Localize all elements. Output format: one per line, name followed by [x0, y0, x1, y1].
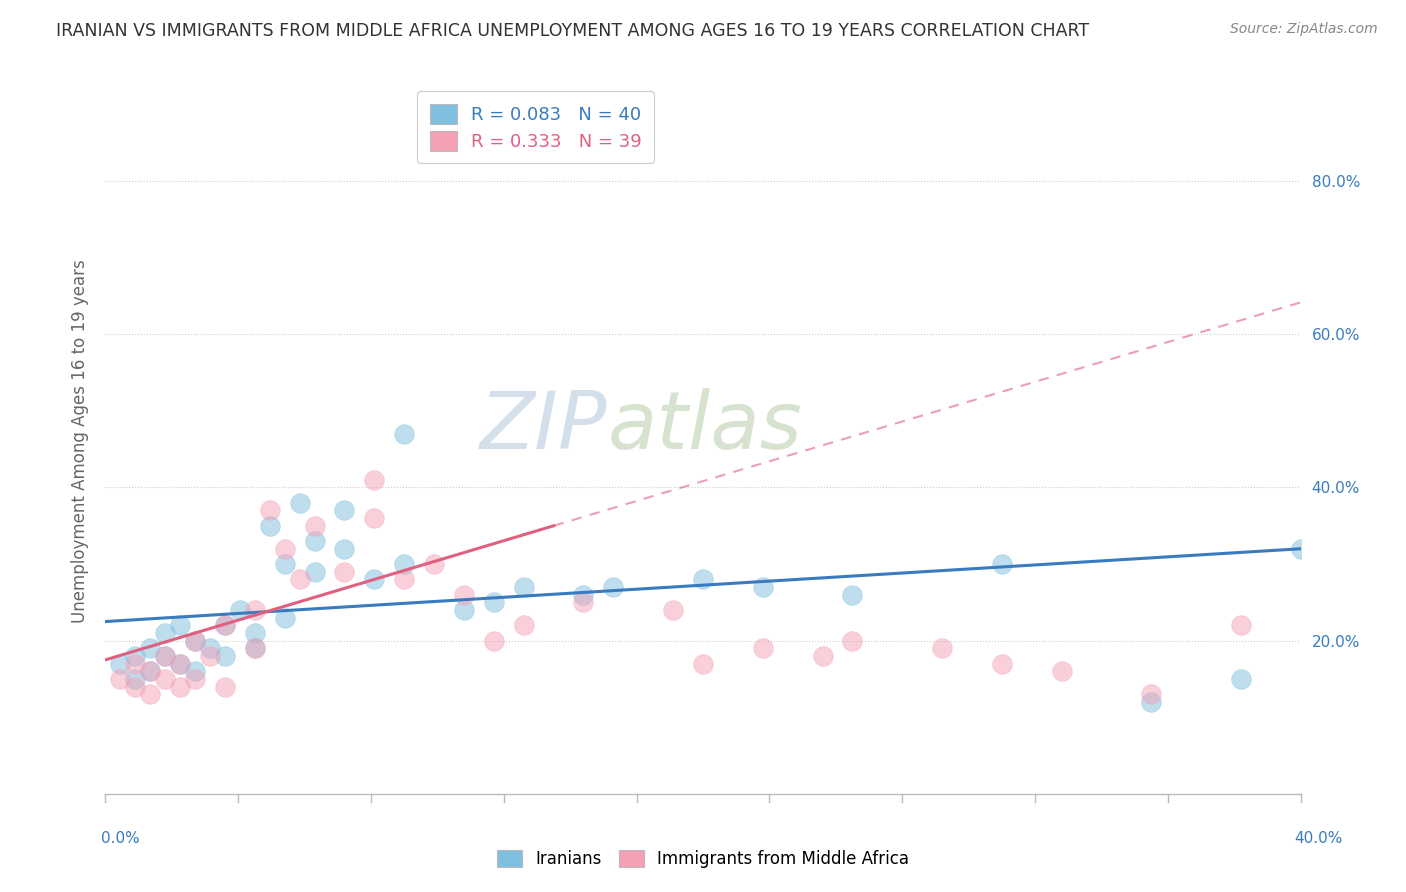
Y-axis label: Unemployment Among Ages 16 to 19 years: Unemployment Among Ages 16 to 19 years: [70, 260, 89, 624]
Point: [931, 641, 953, 656]
Point: [229, 603, 252, 617]
Point: [273, 541, 295, 556]
Point: [333, 565, 356, 579]
Point: [214, 648, 236, 663]
Point: [243, 626, 266, 640]
Point: [214, 618, 236, 632]
Point: [841, 633, 863, 648]
Point: [841, 588, 863, 602]
Point: [214, 618, 236, 632]
Point: [692, 573, 714, 587]
Text: 40.0%: 40.0%: [1295, 831, 1343, 847]
Point: [243, 641, 266, 656]
Point: [363, 511, 385, 525]
Point: [990, 557, 1012, 571]
Point: [990, 657, 1012, 671]
Point: [811, 648, 834, 663]
Point: [243, 641, 266, 656]
Point: [1050, 665, 1073, 679]
Point: [333, 541, 356, 556]
Point: [304, 534, 326, 549]
Point: [1289, 541, 1312, 556]
Legend: R = 0.083   N = 40, R = 0.333   N = 39: R = 0.083 N = 40, R = 0.333 N = 39: [418, 91, 654, 163]
Text: 0.0%: 0.0%: [101, 831, 141, 847]
Point: [513, 618, 536, 632]
Point: [184, 633, 207, 648]
Point: [124, 672, 146, 686]
Point: [662, 603, 685, 617]
Point: [333, 503, 356, 517]
Point: [155, 648, 177, 663]
Point: [363, 473, 385, 487]
Point: [602, 580, 624, 594]
Point: [394, 557, 416, 571]
Point: [124, 680, 146, 694]
Point: [184, 665, 207, 679]
Point: [110, 657, 132, 671]
Point: [453, 588, 475, 602]
Point: [155, 626, 177, 640]
Point: [273, 610, 295, 624]
Point: [124, 657, 146, 671]
Point: [139, 665, 162, 679]
Point: [1229, 618, 1253, 632]
Point: [169, 657, 191, 671]
Point: [482, 595, 505, 609]
Point: [214, 680, 236, 694]
Point: [363, 573, 385, 587]
Legend: Iranians, Immigrants from Middle Africa: Iranians, Immigrants from Middle Africa: [491, 843, 915, 875]
Point: [169, 680, 191, 694]
Point: [288, 496, 311, 510]
Point: [572, 595, 595, 609]
Point: [139, 665, 162, 679]
Point: [1140, 695, 1163, 709]
Point: [482, 633, 505, 648]
Point: [394, 426, 416, 441]
Point: [169, 657, 191, 671]
Point: [184, 633, 207, 648]
Text: atlas: atlas: [607, 388, 803, 467]
Point: [139, 641, 162, 656]
Point: [169, 618, 191, 632]
Point: [304, 518, 326, 533]
Point: [692, 657, 714, 671]
Point: [394, 573, 416, 587]
Point: [259, 503, 281, 517]
Point: [751, 580, 773, 594]
Point: [304, 565, 326, 579]
Point: [273, 557, 295, 571]
Point: [288, 573, 311, 587]
Point: [453, 603, 475, 617]
Point: [259, 518, 281, 533]
Point: [243, 603, 266, 617]
Point: [155, 672, 177, 686]
Point: [110, 672, 132, 686]
Point: [124, 648, 146, 663]
Point: [572, 588, 595, 602]
Point: [184, 672, 207, 686]
Point: [1229, 672, 1253, 686]
Point: [198, 641, 221, 656]
Text: IRANIAN VS IMMIGRANTS FROM MIDDLE AFRICA UNEMPLOYMENT AMONG AGES 16 TO 19 YEARS : IRANIAN VS IMMIGRANTS FROM MIDDLE AFRICA…: [56, 22, 1090, 40]
Point: [1140, 687, 1163, 701]
Point: [751, 641, 773, 656]
Point: [155, 648, 177, 663]
Point: [423, 557, 446, 571]
Text: ZIP: ZIP: [479, 388, 607, 467]
Point: [513, 580, 536, 594]
Text: Source: ZipAtlas.com: Source: ZipAtlas.com: [1230, 22, 1378, 37]
Point: [198, 648, 221, 663]
Point: [139, 687, 162, 701]
